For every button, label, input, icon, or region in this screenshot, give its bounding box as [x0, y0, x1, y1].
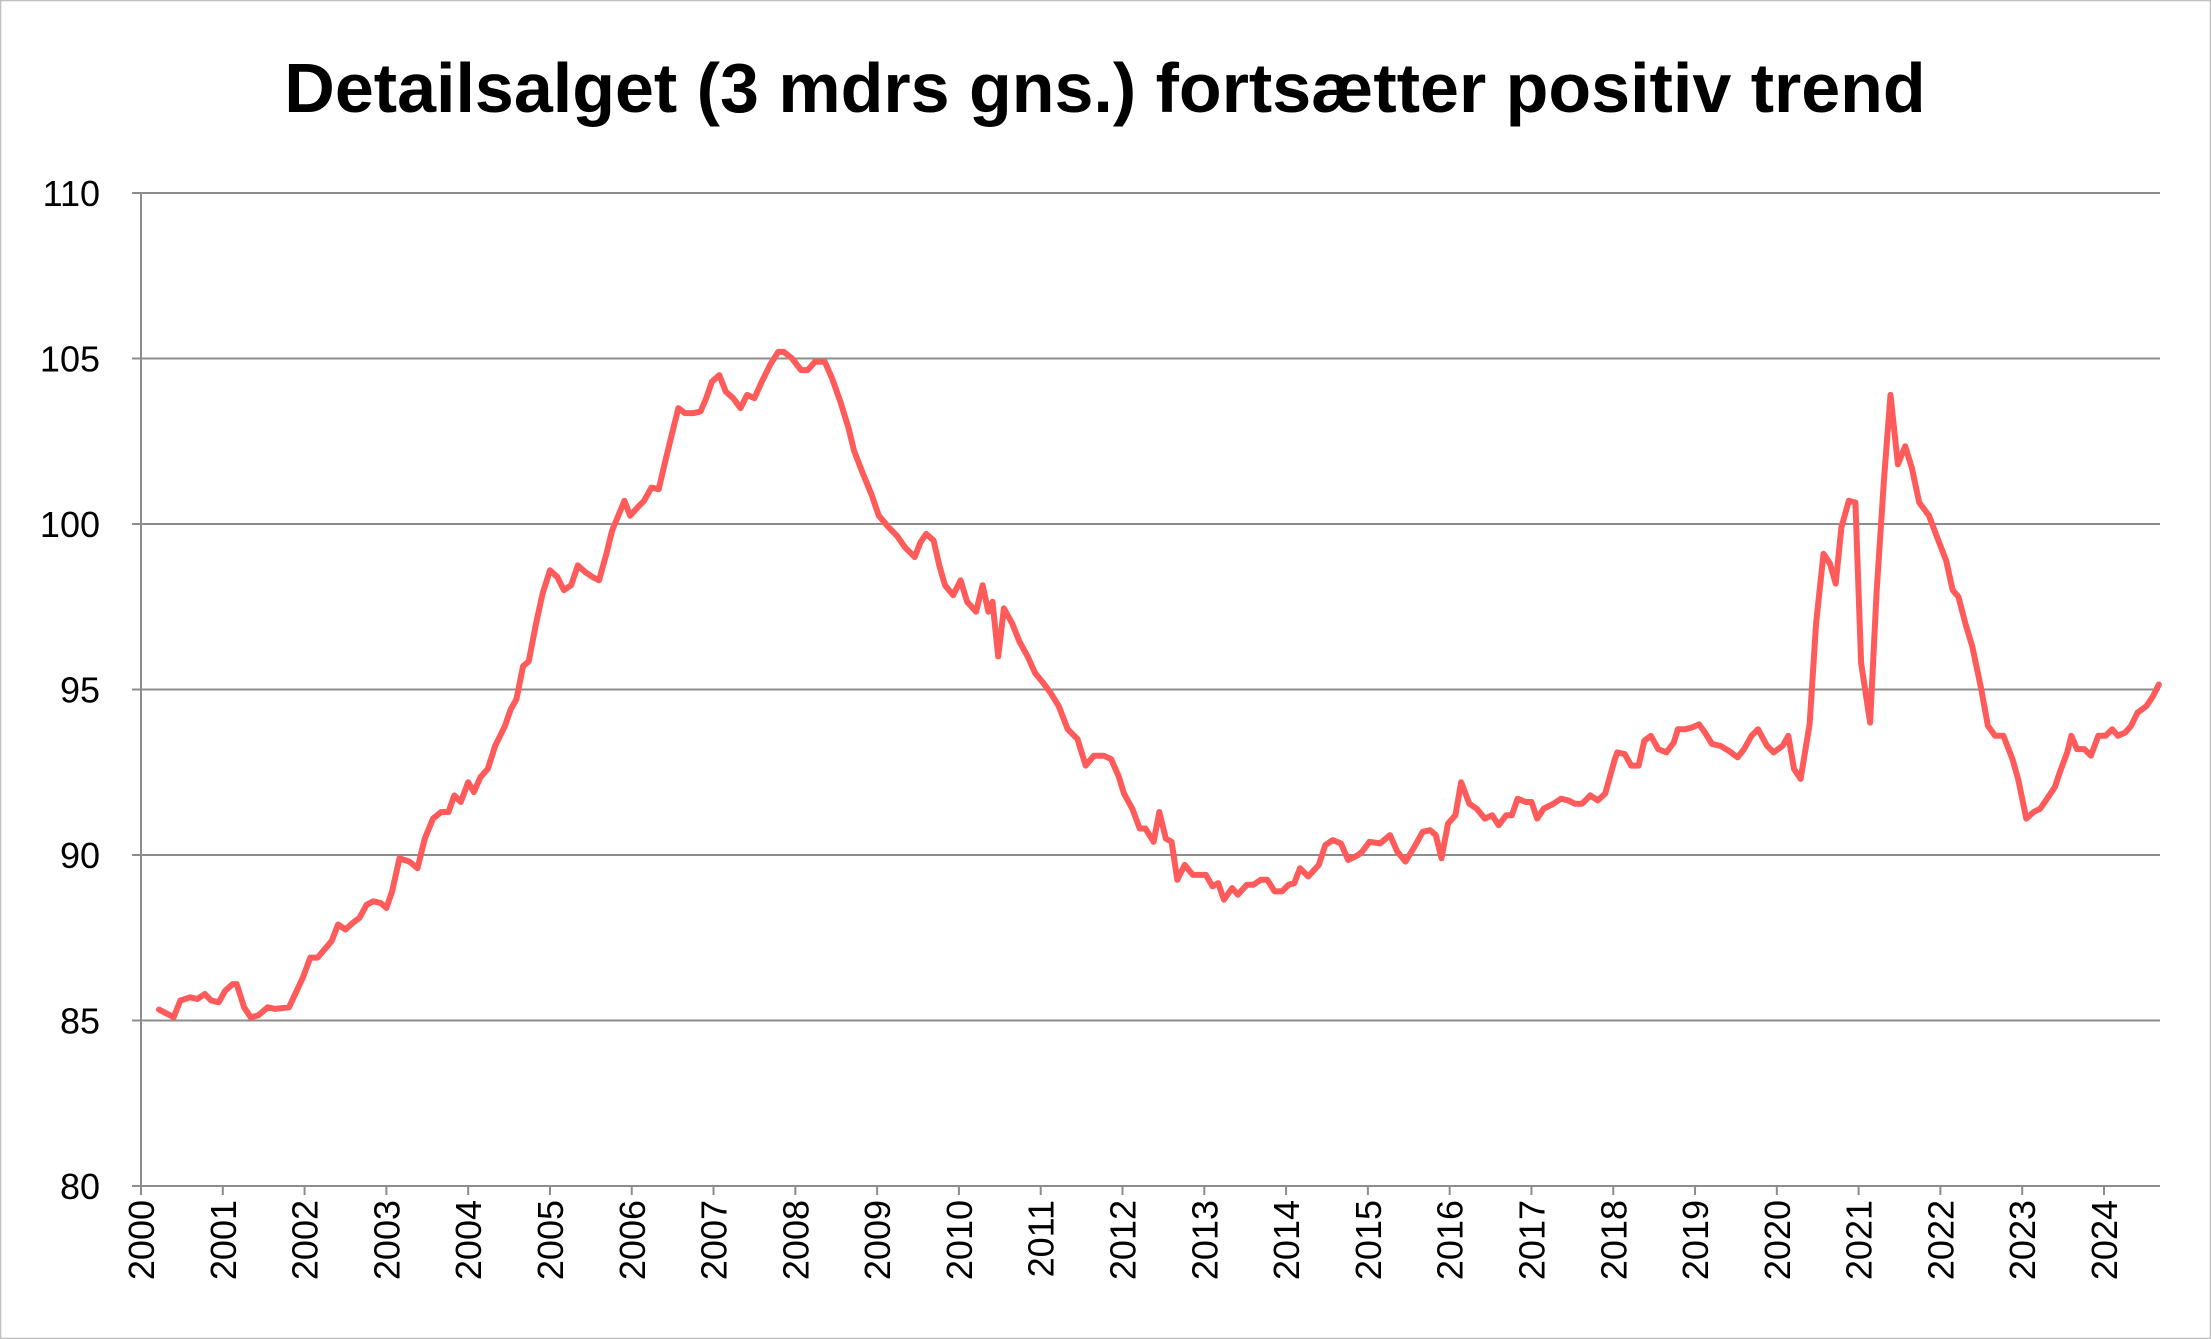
x-tick-label: 2014 — [1266, 1200, 1307, 1280]
x-tick-label: 2008 — [775, 1200, 816, 1280]
x-tick-label: 2018 — [1593, 1200, 1634, 1280]
x-tick-label: 2023 — [2002, 1200, 2043, 1280]
series-group — [156, 348, 2162, 1021]
x-tick-label: 2021 — [1839, 1200, 1880, 1280]
x-tick-label: 2001 — [203, 1200, 244, 1280]
gridlines — [132, 192, 2160, 1187]
x-tick-label: 2006 — [612, 1200, 653, 1280]
x-tick-label: 2013 — [1184, 1200, 1225, 1280]
x-tick-label: 2007 — [694, 1200, 735, 1280]
chart-title: Detailsalget (3 mdrs gns.) fortsætter po… — [284, 49, 1925, 127]
x-tick-label: 2010 — [939, 1200, 980, 1280]
y-tick-label: 95 — [60, 670, 100, 711]
x-tick-label: 2009 — [857, 1200, 898, 1280]
x-tick-label: 2020 — [1757, 1200, 1798, 1280]
x-tick-label: 2015 — [1348, 1200, 1389, 1280]
x-tick-label: 2004 — [448, 1200, 489, 1280]
y-tick-label: 85 — [60, 1001, 100, 1042]
x-tick-label: 2012 — [1103, 1200, 1144, 1280]
series-line — [156, 348, 2162, 1021]
x-axis: 2000 2001 2002 2003 2004 2005 2006 2007 2008 2009… — [121, 193, 2160, 1280]
x-tick-label: 2000 — [121, 1200, 162, 1280]
x-tick-label: 2002 — [285, 1200, 326, 1280]
x-tick-label: 2003 — [366, 1200, 407, 1280]
x-tick-label: 2011 — [1021, 1200, 1062, 1277]
y-tick-label: 110 — [43, 173, 100, 214]
x-tick-label: 2005 — [530, 1200, 571, 1280]
y-tick-label: 105 — [40, 339, 100, 380]
x-tick-label: 2019 — [1675, 1200, 1716, 1280]
y-tick-label: 90 — [60, 835, 100, 876]
x-tick-label: 2024 — [2084, 1200, 2125, 1280]
y-axis-tick-labels: 80 85 90 95 100 105 110 — [40, 173, 100, 1207]
y-tick-label: 80 — [60, 1166, 100, 1207]
x-tick-label: 2022 — [1920, 1200, 1961, 1280]
x-tick-label: 2017 — [1511, 1200, 1552, 1280]
x-tick-label: 2016 — [1430, 1200, 1471, 1280]
y-tick-label: 100 — [40, 504, 100, 545]
